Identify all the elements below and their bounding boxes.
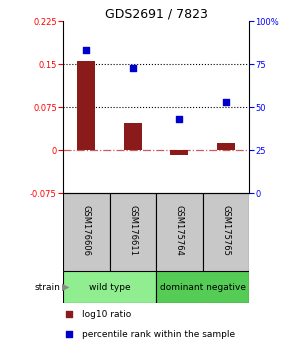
Text: ▶: ▶ xyxy=(62,282,70,292)
Point xyxy=(66,311,71,317)
Point xyxy=(223,99,228,105)
Point xyxy=(130,65,135,70)
Text: strain: strain xyxy=(35,282,61,292)
Bar xyxy=(202,193,249,272)
Bar xyxy=(110,193,156,272)
Bar xyxy=(217,143,235,150)
Bar xyxy=(124,123,142,150)
Title: GDS2691 / 7823: GDS2691 / 7823 xyxy=(105,7,207,20)
Text: log10 ratio: log10 ratio xyxy=(82,310,131,319)
Bar xyxy=(170,150,188,155)
Text: GSM175764: GSM175764 xyxy=(175,205,184,256)
Bar xyxy=(156,193,202,272)
Point xyxy=(177,116,182,122)
Point xyxy=(84,48,89,53)
Text: percentile rank within the sample: percentile rank within the sample xyxy=(82,330,235,339)
Bar xyxy=(63,193,110,272)
Text: GSM176611: GSM176611 xyxy=(128,205,137,256)
Text: dominant negative: dominant negative xyxy=(160,282,245,292)
Point xyxy=(66,332,71,337)
Bar xyxy=(156,272,249,303)
Text: wild type: wild type xyxy=(89,282,130,292)
Text: GSM176606: GSM176606 xyxy=(82,205,91,256)
Bar xyxy=(63,272,156,303)
Text: GSM175765: GSM175765 xyxy=(221,205,230,256)
Bar xyxy=(77,61,95,150)
